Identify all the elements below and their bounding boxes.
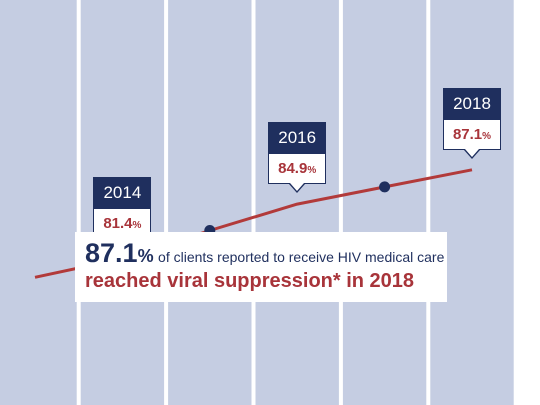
stat-line-1: 87.1% of clients reported to receive HIV… (85, 238, 444, 269)
background-column (430, 0, 514, 405)
stat-headline: reached viral suppression* in 2018 (85, 270, 415, 292)
background-column (168, 0, 252, 405)
callout-2016: 2016 84.9% (268, 122, 327, 194)
background-column (342, 0, 427, 405)
data-point-marker (379, 181, 391, 193)
callout-unit: % (307, 165, 317, 177)
callout-value-box: 87.1% (443, 119, 501, 150)
callout-unit: % (132, 219, 142, 231)
callout-value: 81.4 (103, 214, 133, 232)
callout-year: 2014 (93, 176, 152, 209)
stat-percent: % (137, 246, 154, 266)
callout-unit: % (482, 130, 492, 142)
callout-year: 2016 (268, 122, 327, 155)
callout-year: 2018 (443, 87, 501, 120)
callout-2014: 2014 81.4% (93, 176, 152, 248)
background-column (255, 0, 339, 405)
background-column (0, 0, 77, 405)
stat-box: 87.1% of clients reported to receive HIV… (75, 232, 447, 302)
callout-value-box: 84.9% (268, 154, 327, 185)
stat-description: of clients reported to receive HIV medic… (158, 249, 445, 265)
stat-value: 87.1 (85, 238, 138, 268)
callout-pointer (464, 148, 480, 159)
callout-value: 87.1 (452, 125, 483, 143)
callout-value: 84.9 (278, 160, 308, 178)
callout-2018: 2018 87.1% (443, 87, 501, 159)
callout-pointer (289, 183, 306, 194)
